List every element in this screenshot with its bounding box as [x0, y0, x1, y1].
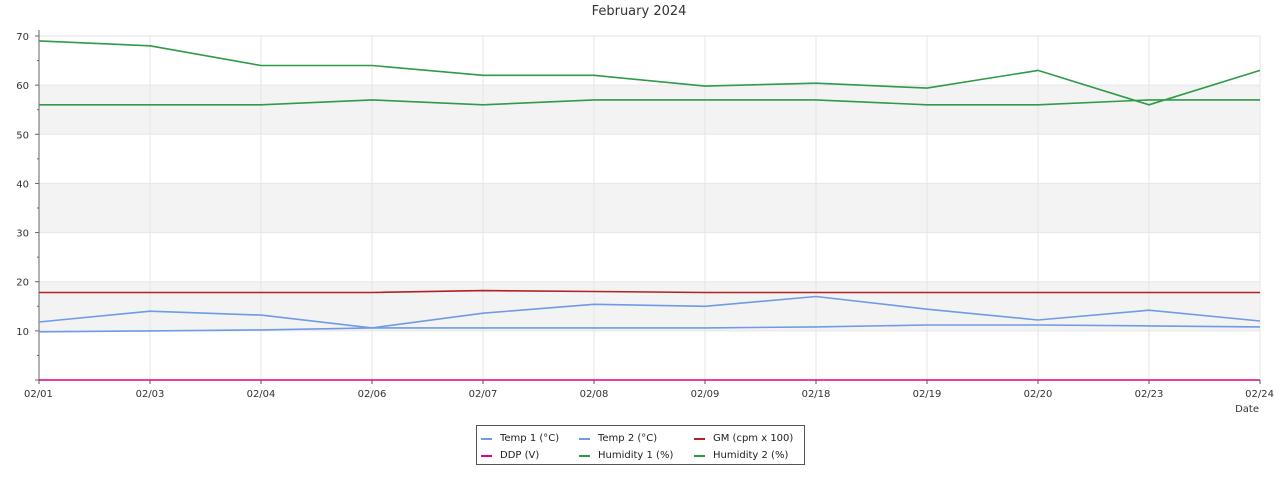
x-tick-label: 02/08 — [580, 389, 609, 400]
x-tick-label: 02/09 — [691, 389, 720, 400]
legend-item-ddp[interactable]: DDP (V) — [481, 450, 579, 461]
y-tick-label: 10 — [16, 327, 29, 338]
legend-swatch-humidity-2 — [694, 454, 705, 457]
x-tick-label: 02/04 — [247, 389, 276, 400]
legend-item-temp-2[interactable]: Temp 2 (°C) — [579, 433, 694, 444]
y-tick-label: 60 — [16, 81, 29, 92]
legend-row: Temp 1 (°C) Temp 2 (°C) GM (cpm x 100) — [481, 430, 798, 447]
series-line-1 — [38, 295, 1261, 329]
x-axis-label: Date — [1235, 404, 1259, 415]
x-tick-label: 02/19 — [913, 389, 942, 400]
legend-swatch-ddp — [481, 454, 492, 457]
background-bands — [39, 85, 1260, 331]
x-tick-label: 02/06 — [358, 389, 387, 400]
band — [39, 183, 1260, 233]
y-tick-label: 20 — [16, 278, 29, 289]
x-tick-label: 02/03 — [136, 389, 165, 400]
y-tick-label: 40 — [16, 179, 29, 190]
legend-row: DDP (V) Humidity 1 (%) Humidity 2 (%) — [481, 447, 798, 464]
legend-label-temp-2: Temp 2 (°C) — [598, 433, 658, 444]
legend-label-temp-1: Temp 1 (°C) — [500, 433, 560, 444]
band — [39, 281, 1260, 331]
legend-item-humidity-2[interactable]: Humidity 2 (%) — [694, 450, 798, 461]
x-tick-label: 02/01 — [24, 389, 53, 400]
legend-item-gm[interactable]: GM (cpm x 100) — [694, 433, 798, 444]
x-tick-label: 02/07 — [469, 389, 498, 400]
x-tick-label: 02/20 — [1024, 389, 1053, 400]
legend-label-ddp: DDP (V) — [500, 450, 540, 461]
x-tick-label: 02/24 — [1245, 389, 1274, 400]
legend-label-gm: GM (cpm x 100) — [713, 433, 794, 444]
legend-swatch-temp-1 — [481, 437, 492, 440]
series-lines — [38, 40, 1261, 381]
series-line-4 — [38, 40, 1261, 106]
legend-label-humidity-2: Humidity 2 (%) — [713, 450, 789, 461]
x-tick-label: 02/18 — [802, 389, 831, 400]
series-line-2 — [39, 289, 1260, 294]
chart-title: February 2024 — [592, 4, 687, 19]
legend-label-humidity-1: Humidity 1 (%) — [598, 450, 674, 461]
legend-swatch-gm — [694, 437, 705, 440]
x-tick-label: 02/23 — [1135, 389, 1164, 400]
legend-swatch-humidity-1 — [579, 454, 590, 457]
series-line-5 — [39, 99, 1260, 106]
band — [39, 85, 1260, 135]
legend-item-humidity-1[interactable]: Humidity 1 (%) — [579, 450, 694, 461]
y-tick-label: 50 — [16, 130, 29, 141]
legend: Temp 1 (°C) Temp 2 (°C) GM (cpm x 100) D… — [476, 425, 805, 465]
y-tick-label: 70 — [16, 32, 29, 43]
legend-swatch-temp-2 — [579, 437, 590, 440]
legend-item-temp-1[interactable]: Temp 1 (°C) — [481, 433, 579, 444]
series-line-0 — [38, 324, 1261, 333]
y-tick-label: 30 — [16, 229, 29, 240]
